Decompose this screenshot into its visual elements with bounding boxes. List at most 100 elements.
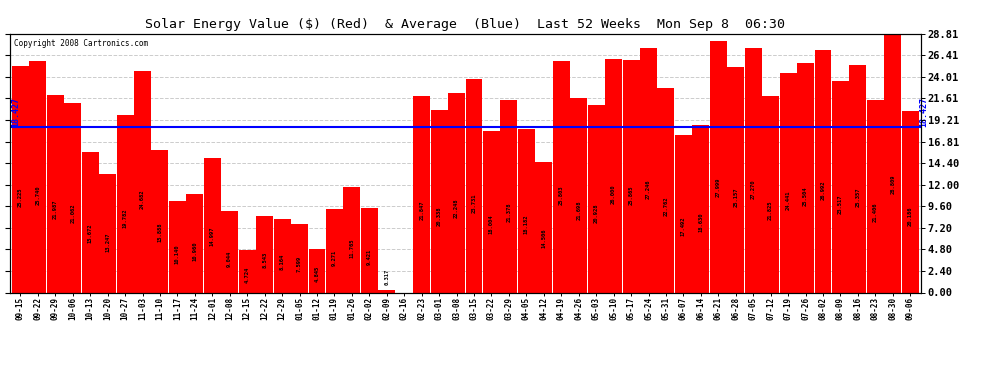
Bar — [692, 125, 709, 292]
Bar — [675, 135, 692, 292]
Text: 11.765: 11.765 — [349, 238, 354, 258]
Text: 10.960: 10.960 — [192, 242, 197, 261]
Bar — [728, 66, 744, 292]
Bar — [361, 208, 378, 292]
Bar — [431, 110, 447, 292]
Text: 25.504: 25.504 — [803, 186, 808, 206]
Bar — [256, 216, 273, 292]
Bar — [186, 194, 203, 292]
Text: 21.378: 21.378 — [507, 202, 512, 222]
Text: 7.599: 7.599 — [297, 256, 302, 272]
Text: 22.248: 22.248 — [454, 199, 459, 218]
Bar — [151, 150, 168, 292]
Text: 18.427: 18.427 — [919, 97, 928, 127]
Title: Solar Energy Value ($) (Red)  & Average  (Blue)  Last 52 Weeks  Mon Sep 8  06:30: Solar Energy Value ($) (Red) & Average (… — [146, 18, 785, 31]
Bar — [204, 158, 221, 292]
Bar — [902, 111, 919, 292]
Text: 9.271: 9.271 — [332, 249, 337, 266]
Bar — [465, 80, 482, 292]
Text: 27.246: 27.246 — [646, 180, 651, 200]
Text: 15.672: 15.672 — [88, 224, 93, 243]
Bar — [641, 48, 657, 292]
Text: 15.888: 15.888 — [157, 223, 162, 242]
Text: 8.164: 8.164 — [279, 254, 284, 270]
Text: 21.987: 21.987 — [52, 200, 57, 219]
Text: 13.247: 13.247 — [105, 233, 110, 252]
Text: 23.731: 23.731 — [471, 193, 476, 213]
Text: 21.847: 21.847 — [419, 200, 424, 220]
Bar — [309, 249, 326, 292]
Bar — [47, 95, 63, 292]
Bar — [378, 290, 395, 292]
Bar — [99, 174, 116, 292]
Text: 26.992: 26.992 — [821, 181, 826, 200]
Bar — [483, 131, 500, 292]
Bar — [30, 62, 47, 292]
Bar — [605, 59, 622, 292]
Text: 27.999: 27.999 — [716, 177, 721, 197]
Text: 14.506: 14.506 — [542, 228, 546, 248]
Text: 25.865: 25.865 — [629, 185, 634, 205]
Bar — [448, 93, 465, 292]
Text: 25.157: 25.157 — [734, 188, 739, 207]
Text: 8.543: 8.543 — [262, 252, 267, 268]
Text: 18.004: 18.004 — [489, 215, 494, 234]
Bar — [239, 250, 255, 292]
Bar — [134, 71, 150, 292]
Text: 24.441: 24.441 — [786, 190, 791, 210]
Bar — [518, 129, 535, 292]
Bar — [552, 61, 569, 292]
Text: 20.928: 20.928 — [594, 204, 599, 223]
Text: 21.698: 21.698 — [576, 201, 581, 220]
Text: 20.186: 20.186 — [908, 207, 913, 226]
Text: 21.406: 21.406 — [873, 202, 878, 222]
Text: 25.357: 25.357 — [855, 187, 860, 207]
Bar — [884, 34, 901, 292]
Text: 0.317: 0.317 — [384, 269, 389, 285]
Bar — [536, 162, 552, 292]
Text: 14.997: 14.997 — [210, 226, 215, 246]
Text: 25.740: 25.740 — [36, 186, 41, 205]
Text: Copyright 2008 Cartronics.com: Copyright 2008 Cartronics.com — [15, 39, 148, 48]
Text: 28.809: 28.809 — [890, 174, 895, 194]
Bar — [623, 60, 640, 292]
Text: 21.062: 21.062 — [70, 203, 75, 223]
Text: 24.682: 24.682 — [140, 190, 145, 209]
Bar — [326, 209, 343, 292]
Text: 19.782: 19.782 — [123, 208, 128, 228]
Bar — [82, 152, 99, 292]
Bar — [588, 105, 605, 292]
Text: 10.140: 10.140 — [175, 244, 180, 264]
Text: 18.427: 18.427 — [12, 97, 21, 127]
Text: 18.182: 18.182 — [524, 214, 529, 234]
Bar — [117, 115, 134, 292]
Bar — [291, 224, 308, 292]
Bar — [169, 201, 186, 292]
Text: 18.630: 18.630 — [698, 213, 703, 232]
Text: 23.517: 23.517 — [838, 194, 842, 213]
Bar — [501, 100, 518, 292]
Text: 22.762: 22.762 — [663, 197, 668, 216]
Bar — [780, 73, 797, 292]
Bar — [832, 81, 848, 292]
Bar — [12, 66, 29, 292]
Text: 4.724: 4.724 — [245, 267, 249, 283]
Bar — [762, 96, 779, 292]
Text: 4.845: 4.845 — [315, 266, 320, 282]
Bar — [570, 98, 587, 292]
Bar — [849, 65, 866, 292]
Bar — [222, 211, 239, 292]
Bar — [815, 50, 832, 292]
Bar — [797, 63, 814, 292]
Bar — [64, 104, 81, 292]
Text: 25.803: 25.803 — [558, 185, 563, 205]
Bar — [744, 48, 761, 292]
Bar — [273, 219, 290, 292]
Text: 9.044: 9.044 — [228, 250, 233, 267]
Text: 21.825: 21.825 — [768, 200, 773, 220]
Bar — [710, 41, 727, 292]
Text: 25.225: 25.225 — [18, 188, 23, 207]
Bar — [867, 100, 884, 292]
Text: 20.338: 20.338 — [437, 206, 442, 225]
Bar — [657, 88, 674, 292]
